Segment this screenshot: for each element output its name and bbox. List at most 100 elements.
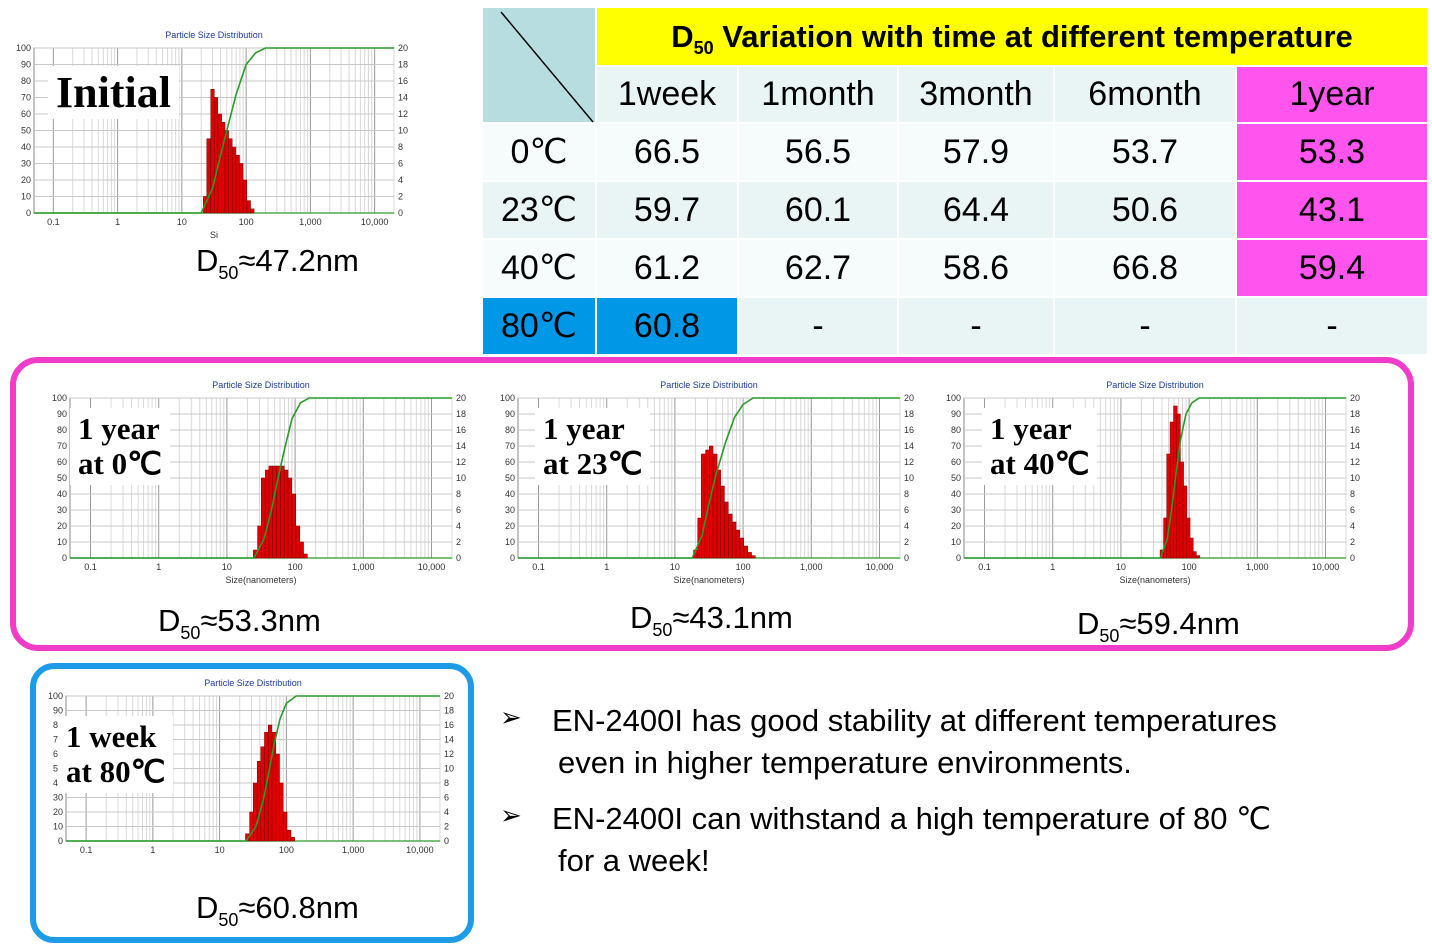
cumulative-line (964, 397, 1346, 559)
d50-prefix: D (1077, 606, 1100, 641)
table-title-cell: D50 Variation with time at different tem… (595, 6, 1429, 67)
intensity-bar (232, 146, 237, 214)
x-axis-label: Si (210, 230, 218, 240)
y-tick-label: 60 (53, 749, 63, 759)
y-tick-label: 0 (956, 553, 961, 563)
y-tick-label: 20 (53, 807, 63, 817)
chart-title: Particle Size Distribution (1106, 380, 1204, 390)
x-tick-label: 1 (156, 562, 161, 572)
intensity-bar (283, 811, 288, 842)
chart-title: Particle Size Distribution (204, 678, 302, 688)
x-tick-label: 0.1 (978, 562, 991, 572)
table-title-rest: Variation with time at different tempera… (713, 18, 1353, 54)
table-row: 40℃ 61.2 62.7 58.6 66.8 59.4 (481, 238, 1429, 298)
y2-tick-label: 12 (456, 457, 466, 467)
intensity-bar (724, 501, 729, 559)
d50-y0: D50≈53.3nm (158, 603, 321, 643)
intensity-bar (280, 465, 285, 559)
bullet-item: ➢ EN-2400I has good stability at differe… (500, 700, 1420, 784)
table-row: 80℃ 60.8 - - - - (481, 296, 1429, 356)
y-tick-label: 40 (53, 778, 63, 788)
chart-title: Particle Size Distribution (165, 30, 263, 40)
chart-title: Particle Size Distribution (660, 380, 758, 390)
x-tick-label: 10,000 (866, 562, 894, 572)
conclusion-bullets: ➢ EN-2400I has good stability at differe… (500, 700, 1420, 895)
y2-tick-label: 18 (444, 706, 454, 716)
tag-y0: 1 year at 0℃ (70, 408, 170, 486)
y-tick-label: 70 (57, 441, 67, 451)
intensity-bar (210, 89, 215, 214)
y2-tick-label: 4 (904, 521, 909, 531)
d50-value: ≈59.4nm (1119, 606, 1240, 641)
x-tick-label: 10 (215, 845, 225, 855)
intensity-bar (214, 97, 219, 214)
intensity-bar (235, 155, 240, 214)
y2-tick-label: 6 (1350, 505, 1355, 515)
intensity-bar (295, 525, 301, 559)
y2-tick-label: 2 (456, 537, 461, 547)
intensity-bar (720, 485, 725, 559)
intensity-bar (747, 552, 752, 559)
x-tick-label: 1 (604, 562, 609, 572)
intensity-bar (228, 138, 233, 214)
table-title-d: D (671, 18, 694, 54)
d50-prefix: D (196, 890, 219, 925)
x-tick-label: 0.1 (80, 845, 93, 855)
y-tick-label: 10 (951, 537, 961, 547)
intensity-bar (272, 465, 277, 559)
intensity-bar (732, 521, 737, 559)
table-cell: 53.3 (1235, 122, 1429, 182)
table-cell: 64.4 (897, 180, 1055, 240)
d50-value: ≈60.8nm (238, 890, 359, 925)
x-tick-label: 10,000 (406, 845, 434, 855)
table-cell: 50.6 (1053, 180, 1237, 240)
y2-tick-label: 14 (904, 441, 914, 451)
y-tick-label: 80 (53, 720, 63, 730)
x-tick-label: 0.1 (47, 217, 60, 227)
y-tick-label: 90 (53, 706, 63, 716)
intensity-bar (224, 130, 229, 214)
table-cell: 60.1 (737, 180, 899, 240)
y2-tick-label: 16 (904, 425, 914, 435)
intensity-bar (287, 829, 292, 842)
y-tick-label: 100 (500, 393, 515, 403)
x-tick-label: 10 (1116, 562, 1126, 572)
table-row: 0℃ 66.5 56.5 57.9 53.7 53.3 (481, 122, 1429, 182)
table-row: 23℃ 59.7 60.1 64.4 50.6 43.1 (481, 180, 1429, 240)
intensity-bar (743, 545, 749, 559)
intensity-bar (701, 453, 706, 559)
y2-tick-label: 4 (444, 807, 449, 817)
d50-value: ≈43.1nm (672, 600, 793, 635)
table-cell: 57.9 (897, 122, 1055, 182)
row-label: 80℃ (481, 296, 597, 356)
table-title-sub: 50 (693, 37, 714, 58)
y-tick-label: 40 (951, 489, 961, 499)
chart-initial: Particle Size Distribution 100 90 80 70 60 50 4… (4, 28, 422, 248)
y-tick-label: 50 (505, 473, 515, 483)
y2-tick-label: 12 (444, 749, 454, 759)
tag-initial: Initial (48, 66, 179, 120)
col-header-1week: 1week (595, 65, 739, 124)
y-tick-label: 30 (505, 505, 515, 515)
y2-tick-label: 10 (444, 764, 454, 774)
y-tick-label: 80 (21, 76, 31, 86)
y-tick-label: 60 (57, 457, 67, 467)
y-tick-label: 70 (53, 735, 63, 745)
y-tick-label: 20 (21, 175, 31, 185)
intensity-bar (713, 453, 718, 559)
y2-tick-label: 10 (456, 473, 466, 483)
x-axis-label: Size(nanometers) (1119, 575, 1190, 585)
y2-tick-label: 20 (904, 393, 914, 403)
x-tick-label: 1 (150, 845, 155, 855)
x-tick-label: 100 (279, 845, 294, 855)
y-tick-label: 60 (951, 457, 961, 467)
y2-tick-label: 8 (904, 489, 909, 499)
table-cell: 59.4 (1235, 238, 1429, 298)
cumulative-line (66, 695, 440, 842)
intensity-bar (303, 553, 308, 559)
d50-value: ≈53.3nm (200, 603, 321, 638)
y-tick-label: 70 (951, 441, 961, 451)
d50-sub: 50 (218, 263, 239, 283)
intensity-bar (290, 837, 295, 842)
y2-tick-label: 16 (398, 76, 408, 86)
